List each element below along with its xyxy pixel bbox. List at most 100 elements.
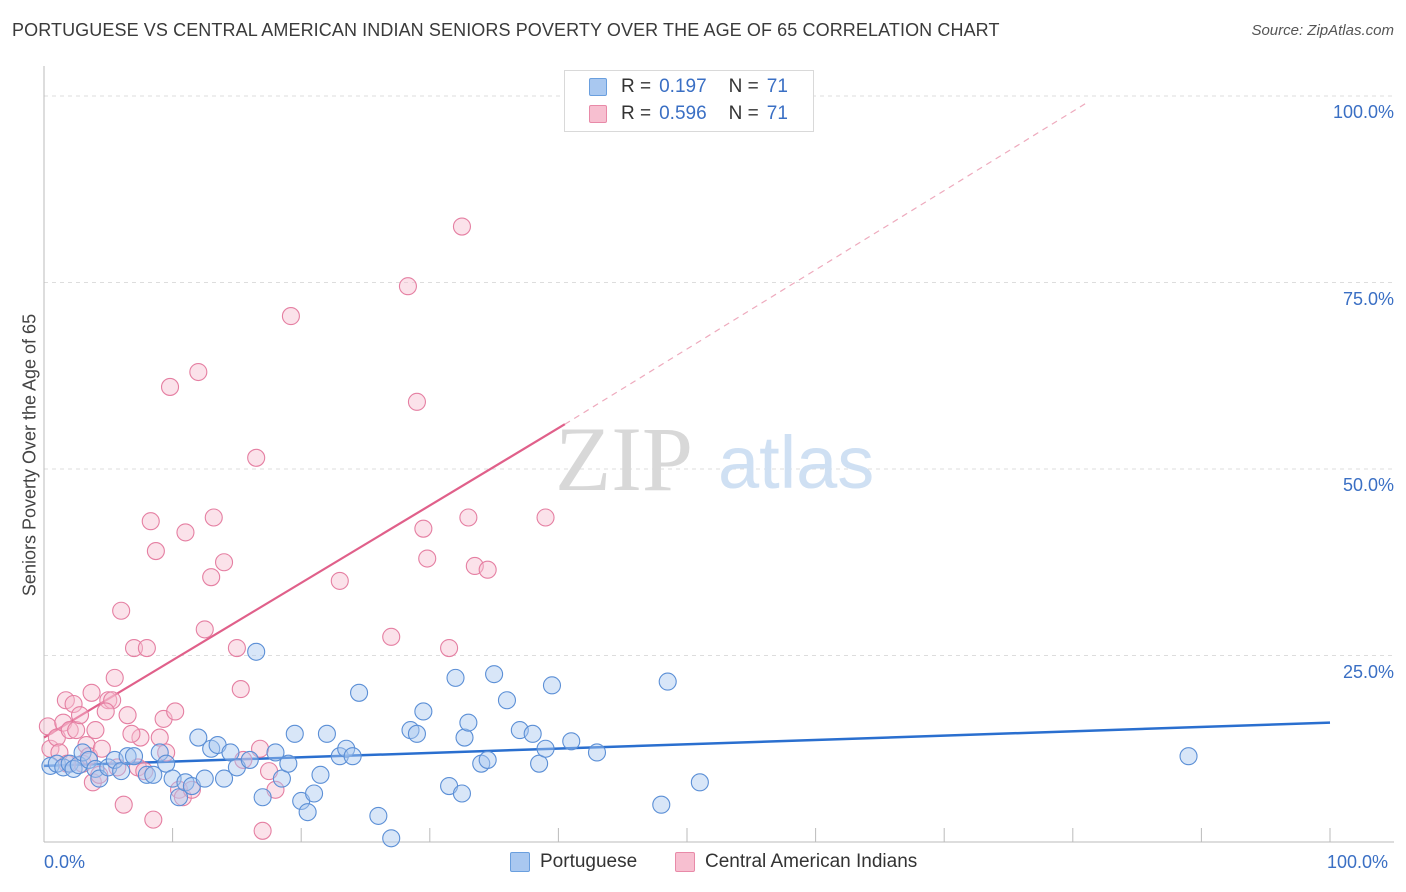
cai-point xyxy=(407,392,426,411)
portuguese-point xyxy=(189,728,208,747)
cai-point xyxy=(92,739,111,758)
cai-point xyxy=(124,638,144,658)
portuguese-point xyxy=(279,754,298,773)
stats-legend: R = 0.197 N = 71 R = 0.596 N = 71 xyxy=(564,70,814,132)
bottom-legend-portuguese: Portuguese xyxy=(510,851,637,873)
cai-point xyxy=(440,638,459,658)
cai-point xyxy=(281,307,300,326)
legend-n-label: N = xyxy=(728,76,759,97)
chart-title: PORTUGUESE VS CENTRAL AMERICAN INDIAN SE… xyxy=(12,20,1000,40)
portuguese-point xyxy=(272,769,291,788)
portuguese-swatch xyxy=(589,78,607,96)
portuguese-point xyxy=(497,691,517,710)
cai-point xyxy=(137,638,156,658)
portuguese-point xyxy=(459,713,478,732)
cai-point xyxy=(118,706,137,725)
source-label: Source: ZipAtlas.com xyxy=(1251,22,1394,39)
portuguese-point xyxy=(485,665,504,684)
legend-r-label: R = xyxy=(621,103,652,124)
x-tick-label-max: 100.0% xyxy=(1327,852,1389,872)
cai-point xyxy=(144,810,163,829)
gridlines xyxy=(44,95,1394,656)
cai-point xyxy=(86,721,105,740)
portuguese-point xyxy=(169,788,189,807)
portuguese-point xyxy=(536,739,555,758)
cai-point xyxy=(253,821,272,840)
portuguese-point xyxy=(240,750,259,769)
portuguese-point xyxy=(157,754,176,773)
portuguese-point xyxy=(587,743,607,762)
portuguese-swatch xyxy=(510,852,530,872)
cai-point xyxy=(231,680,250,699)
portuguese-point xyxy=(150,743,169,762)
cai-point xyxy=(330,571,349,590)
cai-point xyxy=(227,638,246,658)
cai-point xyxy=(166,702,185,721)
cai-point xyxy=(478,560,497,579)
portuguese-point xyxy=(79,750,99,769)
legend-row-central-american-indians: R = 0.596 N = 71 xyxy=(589,101,788,127)
cai-point xyxy=(67,721,86,740)
cai-point xyxy=(202,568,221,587)
series-central-american-indians xyxy=(38,217,555,840)
cai-point xyxy=(414,519,433,538)
portuguese-point xyxy=(305,784,324,803)
portuguese-point xyxy=(343,747,362,766)
cai-point xyxy=(195,620,214,639)
portuguese-point xyxy=(317,724,336,743)
cai-point xyxy=(146,542,165,561)
series-portuguese xyxy=(41,642,1198,848)
watermark-zip: ZIP xyxy=(555,408,693,510)
portuguese-point xyxy=(414,702,433,721)
cai-point xyxy=(459,508,478,527)
portuguese-point xyxy=(73,743,92,762)
cai-point xyxy=(452,217,472,236)
cai-point xyxy=(122,724,141,743)
cai-point xyxy=(64,694,83,714)
portuguese-point xyxy=(658,672,677,691)
cai-point xyxy=(82,683,101,702)
cai-point xyxy=(214,553,234,572)
cai-point xyxy=(250,739,270,758)
portuguese-point xyxy=(690,773,709,792)
cai-point xyxy=(96,702,115,721)
y-tick-label: 25.0% xyxy=(1342,661,1394,682)
central-american-indians-swatch xyxy=(675,852,695,872)
cai-point xyxy=(247,448,266,467)
legend-n-label: N = xyxy=(728,103,759,124)
portuguese-point xyxy=(452,784,472,803)
portuguese-point xyxy=(214,769,234,788)
y-tick-label: 50.0% xyxy=(1342,475,1394,495)
cai-point xyxy=(150,728,169,747)
portuguese-point xyxy=(455,728,474,747)
cai-point xyxy=(141,512,160,531)
portuguese-point xyxy=(221,743,240,762)
watermark-atlas: atlas xyxy=(718,421,874,504)
cai-point xyxy=(70,706,90,725)
bottom-legend-central-american-indians: Central American Indians xyxy=(675,851,917,873)
portuguese-point xyxy=(137,765,156,784)
legend-n-value: 71 xyxy=(766,103,788,124)
cai-point xyxy=(189,362,208,382)
portuguese-point xyxy=(523,724,542,743)
legend-n-value: 71 xyxy=(766,76,788,97)
central-american-indians-swatch xyxy=(589,105,607,123)
cai-point xyxy=(398,277,417,296)
y-axis-label: Seniors Poverty Over the Age of 65 xyxy=(19,313,40,597)
portuguese-point xyxy=(337,739,356,758)
portuguese-point xyxy=(285,724,304,743)
y-tick-label: 75.0% xyxy=(1342,288,1394,309)
x-tick-label-min: 0.0% xyxy=(44,852,86,872)
portuguese-point xyxy=(1179,747,1198,766)
cai-point xyxy=(418,549,437,568)
cai-point xyxy=(105,668,124,687)
portuguese-point xyxy=(407,724,426,743)
cai-point xyxy=(204,508,223,527)
legend-r-value: 0.596 xyxy=(659,103,707,124)
portuguese-point xyxy=(247,642,266,661)
portuguese-point xyxy=(562,732,581,751)
bottom-legend-label: Portuguese xyxy=(540,851,638,872)
watermark: ZIP atlas xyxy=(555,408,874,510)
legend-r-label: R = xyxy=(621,76,652,97)
portuguese-point xyxy=(195,769,214,788)
